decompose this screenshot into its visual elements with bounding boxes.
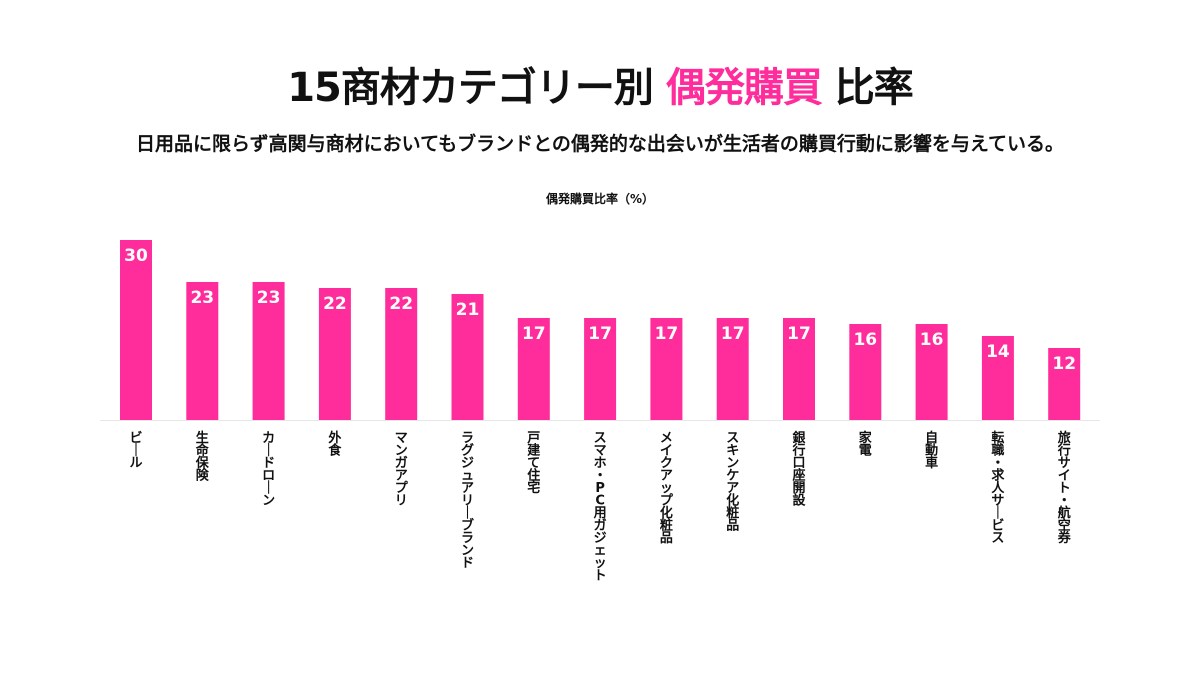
bar (915, 324, 948, 420)
category-label: メイクアップ化粧品 (660, 431, 674, 546)
data-label: 16 (920, 330, 944, 350)
bar (186, 282, 219, 420)
bar (716, 318, 749, 420)
category-label: カ｜ドロ｜ン (262, 431, 275, 509)
category-label: ラグジュアリ｜ブランド (461, 431, 474, 571)
data-label: 17 (655, 324, 679, 344)
category-label: 家電 (859, 430, 873, 459)
title-prefix: 15商材カテゴリー別 (287, 65, 654, 111)
category-label: 生命保険 (195, 430, 210, 484)
data-label: 17 (588, 324, 612, 344)
data-label: 30 (124, 246, 148, 266)
data-label: 23 (190, 288, 214, 308)
data-label: 23 (257, 288, 281, 308)
bar (584, 318, 617, 420)
category-label: ビ｜ル (129, 430, 142, 471)
category-label: スマホ・ P C 用ガジェット (593, 431, 607, 584)
category-label: 銀行口座開設 (791, 430, 806, 509)
data-label: 21 (456, 300, 480, 320)
chart-title: 15商材カテゴリー別 偶発購買 比率 (0, 62, 1200, 114)
data-label: 17 (787, 324, 811, 344)
data-label: 22 (389, 294, 413, 314)
category-label: 自動車 (925, 430, 938, 471)
title-accent: 偶発購買 (665, 65, 823, 111)
bar (385, 288, 418, 420)
data-label: 14 (986, 342, 1010, 362)
category-label: 転職・求人サ｜ビス (991, 430, 1005, 546)
y-axis-label: 偶発購買比率（%） (545, 192, 655, 206)
data-label: 17 (522, 324, 546, 344)
title-suffix: 比率 (834, 65, 914, 111)
data-label: 22 (323, 294, 347, 314)
bar (252, 282, 285, 420)
bar (1048, 348, 1081, 420)
chart-subtitle: 日用品に限らず高関与商材においてもブランドとの偶発的な出会いが生活者の購買行動に… (136, 133, 1064, 155)
category-label: マンガアプリ (395, 431, 409, 509)
bar (783, 318, 815, 420)
bar (981, 336, 1014, 420)
category-label: スキンケア化粧品 (726, 431, 739, 534)
category-label: 旅行サイト・航空券 (1057, 430, 1072, 546)
bar (849, 324, 882, 420)
bar (451, 294, 484, 420)
category-label: 戸建て住宅 (527, 431, 540, 496)
bar (318, 288, 351, 420)
bar (650, 318, 683, 420)
category-label: 外食 (327, 430, 342, 459)
data-label: 16 (853, 330, 877, 350)
bar (517, 318, 550, 420)
data-label: 17 (721, 324, 745, 344)
data-label: 12 (1052, 354, 1076, 374)
bar (120, 240, 152, 420)
